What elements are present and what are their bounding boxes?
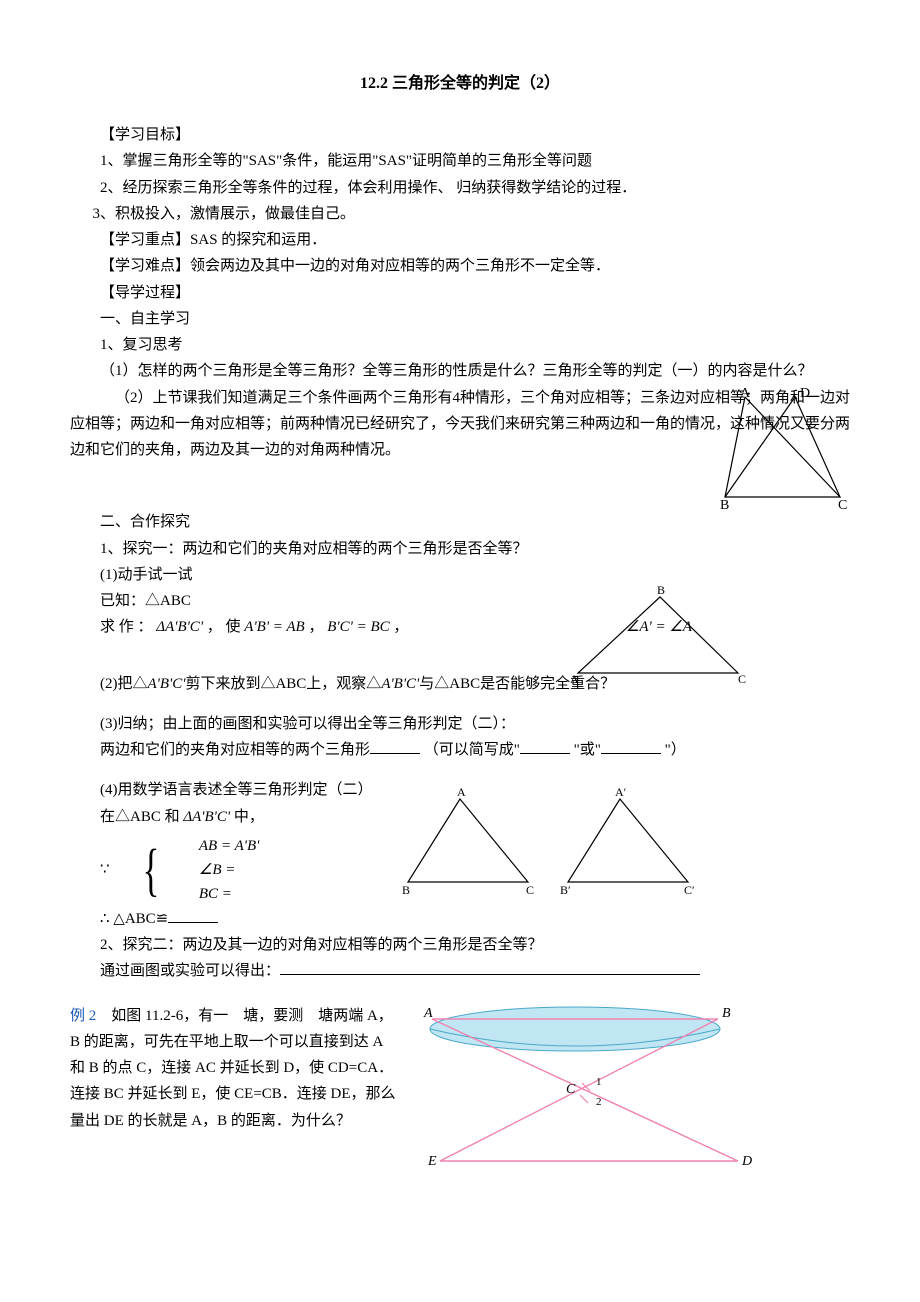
example-2: 例 2 如图 11.2-6，有一 塘，要测 塘两端 A，B 的距离，可先在平地上… [70,1003,850,1182]
focus-line: 【学习重点】SAS 的探究和运用． [70,227,850,253]
p-D: D [741,1154,752,1169]
page-title: 12.2 三角形全等的判定（2） [70,70,850,98]
explore-2-sub: 通过画图或实验可以得出： [70,958,850,984]
blank-fill-5[interactable] [280,959,700,976]
blank-fill-3[interactable] [601,738,661,755]
r-C: C′ [684,883,695,897]
section-1-1: 1、复习思考 [70,332,850,358]
therefore-symbol: ∴ [100,911,110,927]
question-2-block: （2）上节课我们知道满足三个条件画两个三角形有4种情形，三个角对应相等；三条边对… [70,385,850,464]
r-A: A′ [615,787,627,799]
section-2: 二、合作探究 [70,509,850,535]
focus-head: 【学习重点】 [100,232,190,248]
eq-line-2: ∠B = [169,858,259,882]
figure-triangle-abc: B A C [570,585,750,685]
process-head: 【导学过程】 [70,280,850,306]
label-C: C [738,672,746,685]
label-A: A [570,672,579,685]
label-A: A [740,387,751,401]
p-C: C [566,1082,576,1097]
explore-1-1: (1)动手试一试 [70,562,850,588]
focus-text: SAS 的探究和运用． [190,232,326,248]
figure-pond: A B C D E 1 2 [420,1003,760,1173]
p-B: B [722,1006,731,1021]
eq-line-1: AB = A'B' [169,834,259,858]
left-brace-icon: { [125,841,160,899]
objective-3: 3、积极投入，激情展示，做最佳自己。 [70,201,850,227]
because-symbol: ∵ [100,861,110,877]
explore-1-3b: 两边和它们的夹角对应相等的两个三角形 （可以简写成" "或" "） [70,737,850,763]
blank-fill-2[interactable] [520,738,570,755]
explore-1: 1、探究一：两边和它们的夹角对应相等的两个三角形是否全等？ [70,536,850,562]
figure-triangle-pair: A B C A′ B′ C′ [400,787,700,897]
r-B: B′ [560,883,571,897]
p-1: 1 [596,1076,602,1088]
explore-2: 2、探究二：两边及其一边的对角对应相等的两个三角形是否全等？ [70,932,850,958]
blank-fill-1[interactable] [370,738,420,755]
blank-fill-4[interactable] [168,906,218,923]
objectives-head: 【学习目标】 [70,122,850,148]
difficulty-head: 【学习难点】 [100,258,190,274]
eq-line-3: BC = [169,882,259,906]
conclusion-line: ∴ △ABC≌ [70,906,850,932]
label-B: B [657,585,665,597]
p-A: A [423,1006,433,1021]
label-D: D [800,387,810,401]
figure-abdc: A D B C [720,387,860,512]
l-A: A [457,787,466,799]
explore-1-3a: (3)归纳；由上面的画图和实验可以得出全等三角形判定（二）： [70,711,850,737]
example-2-body: 如图 11.2-6，有一 塘，要测 塘两端 A，B 的距离，可先在平地上取一个可… [70,1008,396,1129]
objective-1: 1、掌握三角形全等的"SAS"条件，能运用"SAS"证明简单的三角形全等问题 [70,148,850,174]
difficulty-text: 领会两边及其中一边的对角对应相等的两个三角形不一定全等． [190,258,610,274]
objective-2: 2、经历探索三角形全等条件的过程，体会利用操作、 归纳获得数学结论的过程． [70,175,850,201]
p-2: 2 [596,1096,602,1108]
difficulty-line: 【学习难点】领会两边及其中一边的对角对应相等的两个三角形不一定全等． [70,253,850,279]
l-C: C [526,883,534,897]
p-E: E [427,1154,437,1169]
question-1: （1）怎样的两个三角形是全等三角形？全等三角形的性质是什么？三角形全等的判定（一… [70,358,850,384]
l-B: B [402,883,410,897]
example-2-label: 例 2 [70,1008,96,1024]
section-1: 一、自主学习 [70,306,850,332]
